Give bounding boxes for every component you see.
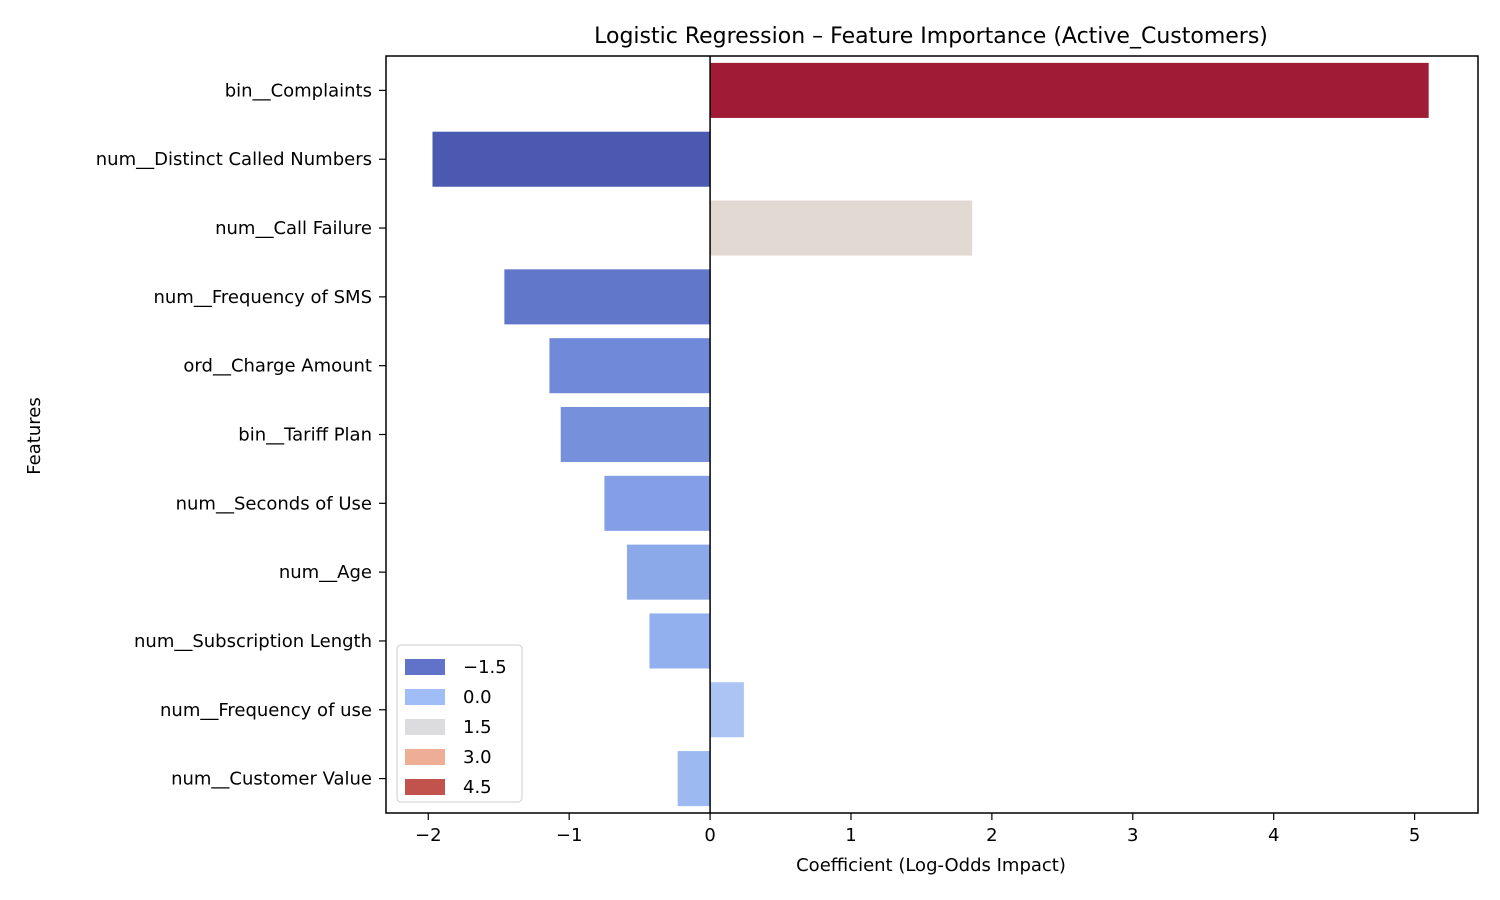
legend-swatch (405, 719, 445, 735)
legend-label: 1.5 (463, 717, 492, 738)
bars-group (432, 62, 1429, 807)
y-tick-label: num__Distinct Called Numbers (96, 149, 372, 170)
legend-label: 4.5 (463, 777, 492, 798)
bar (504, 269, 711, 325)
y-tick-label: ord__Charge Amount (183, 356, 372, 377)
x-tick-label: 5 (1409, 825, 1420, 846)
legend-swatch (405, 689, 445, 705)
bar (432, 131, 711, 187)
x-tick-label: 3 (1127, 825, 1138, 846)
y-tick-label: num__Seconds of Use (176, 493, 372, 514)
y-tick-label: num__Subscription Length (134, 631, 372, 652)
y-axis: bin__Complaints num__Distinct Called Numb… (96, 80, 386, 790)
legend-label: 3.0 (463, 747, 492, 768)
bar (549, 338, 711, 394)
x-axis-label: Coefficient (Log-Odds Impact) (796, 855, 1066, 876)
y-tick-label: num__Customer Value (171, 769, 372, 790)
x-tick-label: 2 (986, 825, 997, 846)
legend-label: −1.5 (463, 657, 507, 678)
legend-swatch (405, 779, 445, 795)
y-tick-label: num__Frequency of use (160, 700, 372, 721)
legend-swatch (405, 749, 445, 765)
bar (677, 751, 711, 807)
bar (710, 682, 744, 738)
y-axis-label: Features (24, 397, 45, 474)
x-axis: −2 −1 0 1 2 3 4 5 (415, 813, 1420, 846)
x-tick-label: 0 (704, 825, 715, 846)
y-tick-label: bin__Complaints (225, 80, 372, 101)
bar (604, 475, 711, 531)
bar (649, 613, 711, 669)
y-tick-label: bin__Tariff Plan (238, 425, 372, 446)
x-tick-label: −1 (556, 825, 583, 846)
legend-swatch (405, 659, 445, 675)
bar (626, 544, 711, 600)
y-tick-label: num__Frequency of SMS (153, 287, 372, 308)
x-tick-label: −2 (415, 825, 442, 846)
bar (560, 406, 711, 463)
y-tick-label: num__Age (279, 562, 372, 583)
y-tick-label: num__Call Failure (215, 218, 372, 239)
x-tick-label: 4 (1268, 825, 1279, 846)
x-tick-label: 1 (845, 825, 856, 846)
chart-title: Logistic Regression – Feature Importance… (594, 24, 1268, 49)
legend-label: 0.0 (463, 687, 492, 708)
legend: −1.5 0.0 1.5 3.0 4.5 (396, 644, 523, 803)
bar (710, 200, 973, 256)
bar (710, 62, 1429, 118)
